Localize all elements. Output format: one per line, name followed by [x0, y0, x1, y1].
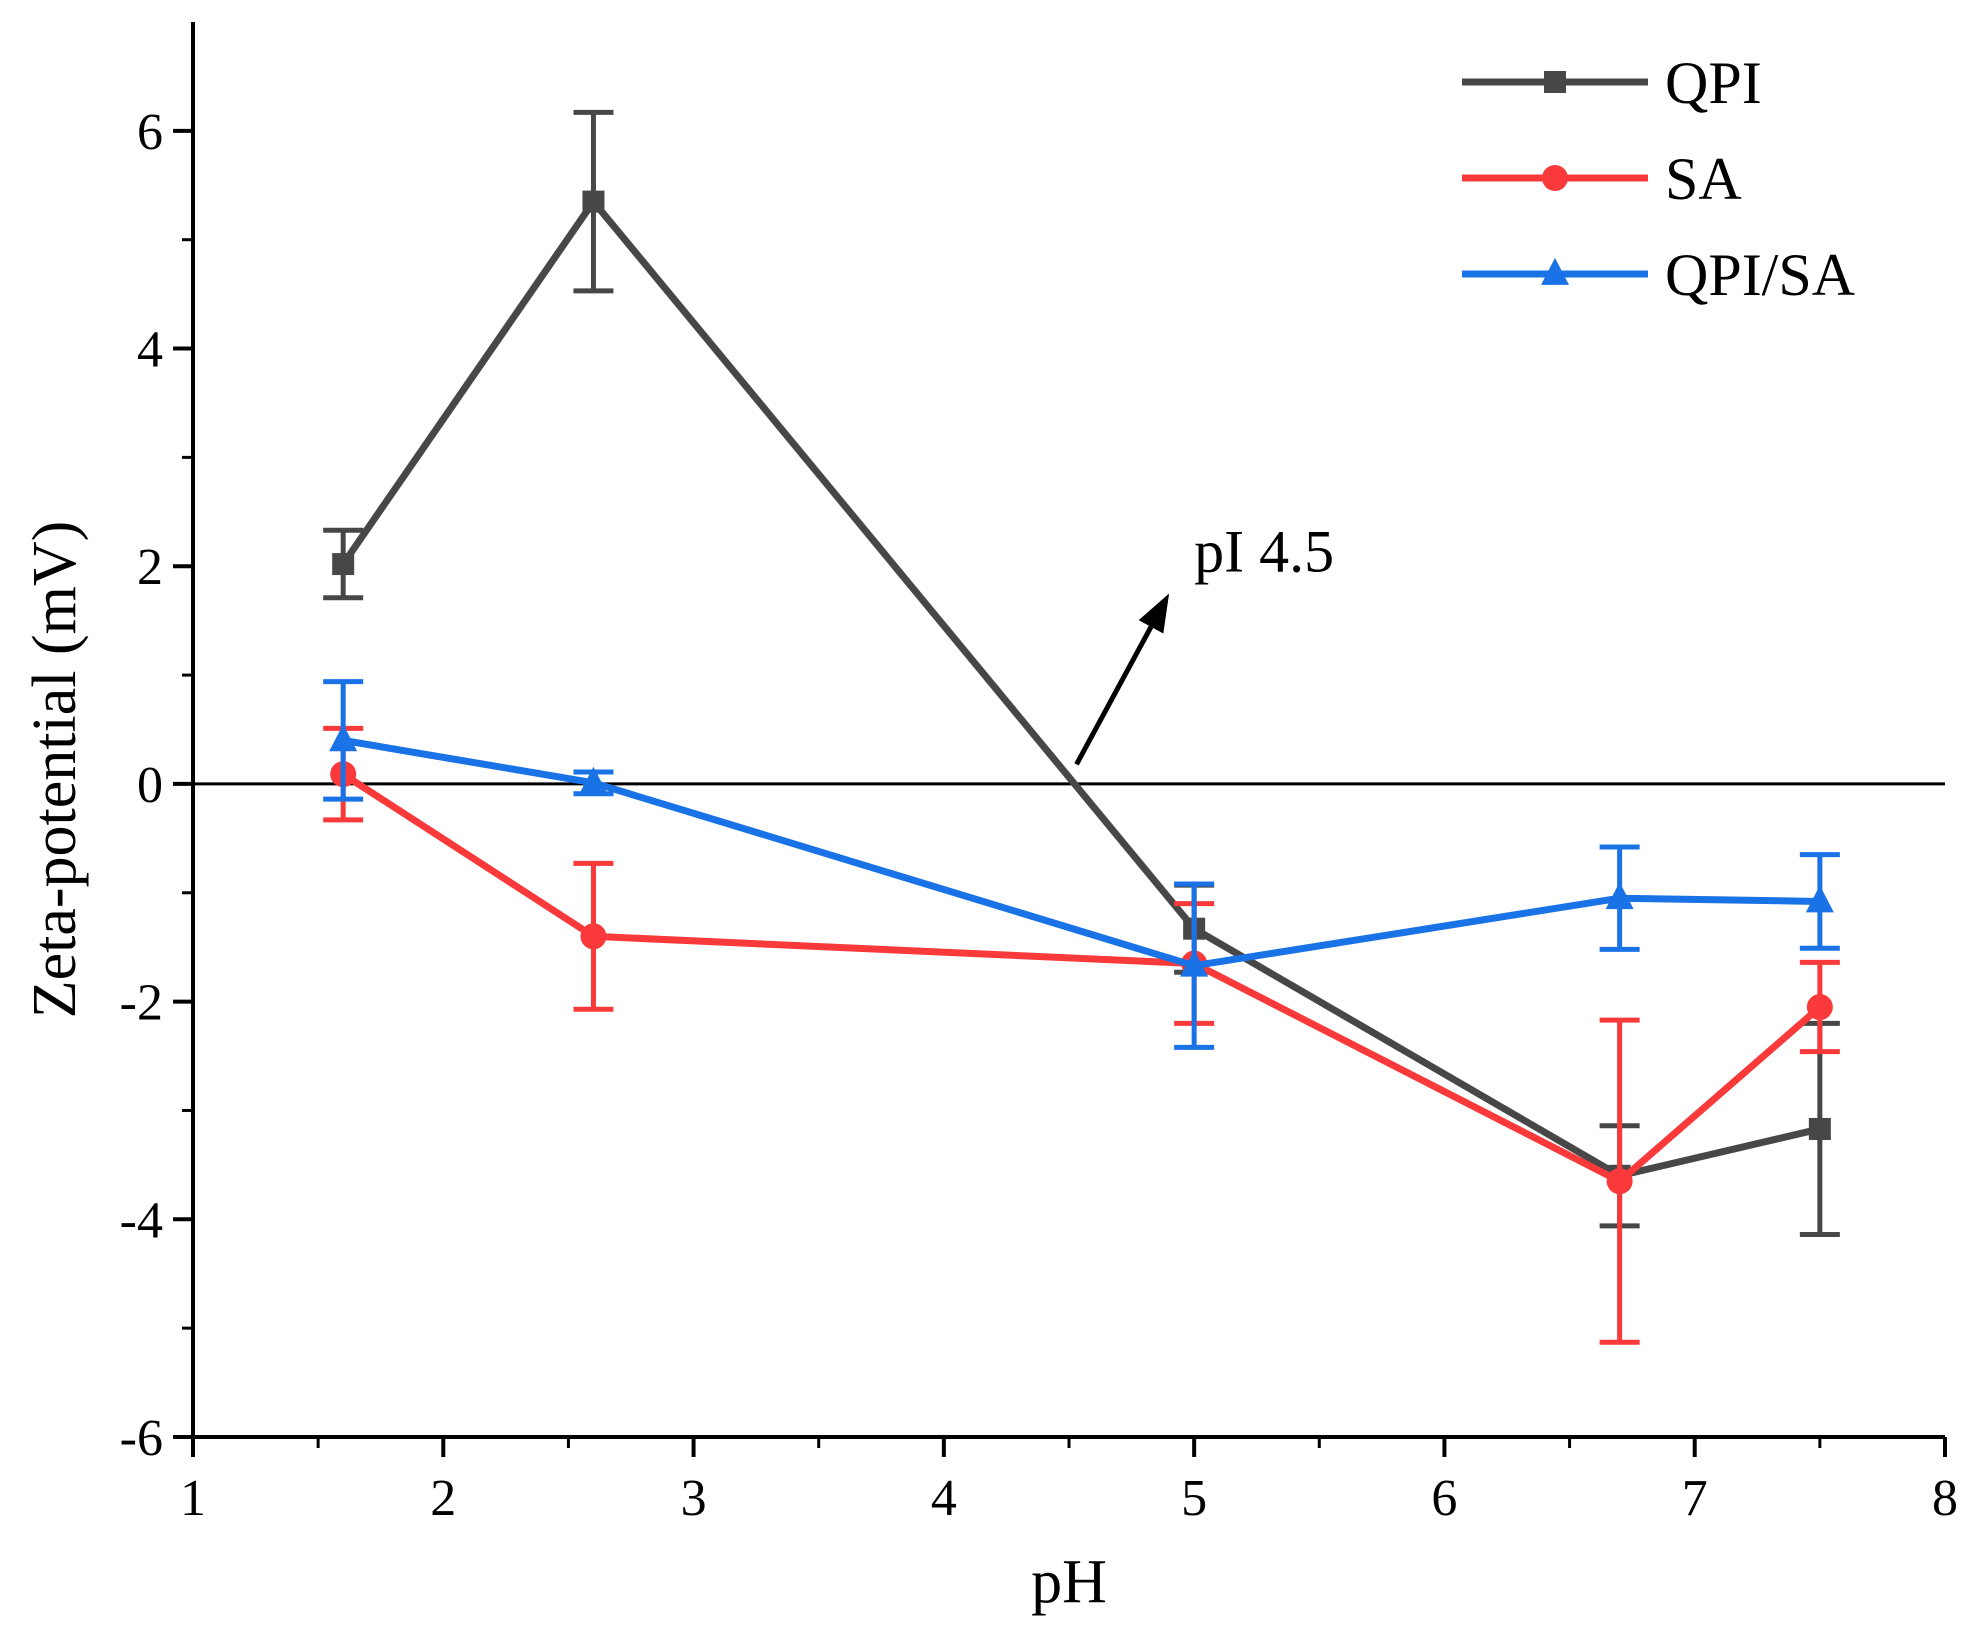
data-point-sa	[1806, 994, 1833, 1021]
annotation-layer: pI 4.5	[1074, 519, 1334, 766]
annotation-arrow-head	[1138, 593, 1170, 634]
series-line-qpi	[339, 198, 1824, 1180]
data-point-qpi-sa	[329, 724, 358, 752]
y-tick-label: -6	[120, 1410, 163, 1467]
series-qpi-sa	[323, 679, 1840, 1050]
legend-marker-qpi	[1544, 71, 1566, 93]
data-point-qpi-sa	[1805, 885, 1834, 913]
y-tick-label: -4	[120, 1192, 163, 1249]
y-tick-label: 0	[137, 757, 163, 814]
annotation-pi: pI 4.5	[1074, 519, 1334, 766]
legend-label-sa: SA	[1665, 146, 1742, 212]
x-tick-label: 8	[1932, 1470, 1958, 1527]
legend-item-sa: SA	[1462, 146, 1742, 212]
series-qpi	[323, 109, 1840, 1238]
x-tick-label: 3	[681, 1470, 707, 1527]
legend-label-qpi: QPI	[1665, 50, 1762, 116]
x-tick-label: 1	[180, 1470, 206, 1527]
series-line-qpi-sa	[339, 736, 1824, 970]
axes-layer: 1 2 3 4 5 6 7 8 -6 -4 -2 0 2 4 6 pH Zeta-potential (mV)	[21, 22, 1958, 1616]
legend-marker-qpi-sa	[1541, 257, 1569, 285]
y-tick-label: 2	[137, 539, 163, 596]
legend-layer: QPI SA QPI/SA	[1462, 50, 1855, 308]
y-tick-label: -2	[120, 975, 163, 1032]
data-point-qpi	[1808, 1117, 1831, 1140]
y-axis-label: Zeta-potential (mV)	[21, 521, 89, 1019]
x-tick-label: 6	[1431, 1470, 1457, 1527]
data-point-qpi-sa	[1605, 882, 1634, 910]
data-point-qpi-sa	[579, 766, 608, 794]
data-point-qpi	[582, 190, 605, 213]
annotation-text: pI 4.5	[1194, 519, 1334, 585]
x-tick-label: 7	[1682, 1470, 1708, 1527]
data-point-sa	[1606, 1168, 1633, 1195]
legend-item-qpi: QPI	[1462, 50, 1762, 116]
x-tick-label: 2	[430, 1470, 456, 1527]
legend-label-qpi-sa: QPI/SA	[1665, 242, 1855, 308]
y-tick-label: 6	[137, 104, 163, 161]
series-line-sa	[339, 770, 1824, 1185]
series-sa	[323, 725, 1840, 1345]
legend-item-qpi-sa: QPI/SA	[1462, 242, 1855, 308]
y-tick-label: 4	[137, 322, 163, 379]
annotation-arrow-shaft	[1074, 625, 1154, 766]
data-point-qpi-sa	[1180, 949, 1209, 977]
x-axis-label: pH	[1031, 1548, 1107, 1616]
data-point-qpi	[332, 553, 355, 576]
x-tick-label: 5	[1181, 1470, 1207, 1527]
series-layer	[323, 109, 1840, 1345]
legend-marker-sa	[1542, 165, 1568, 191]
x-tick-label: 4	[931, 1470, 957, 1527]
data-point-sa	[580, 923, 607, 950]
